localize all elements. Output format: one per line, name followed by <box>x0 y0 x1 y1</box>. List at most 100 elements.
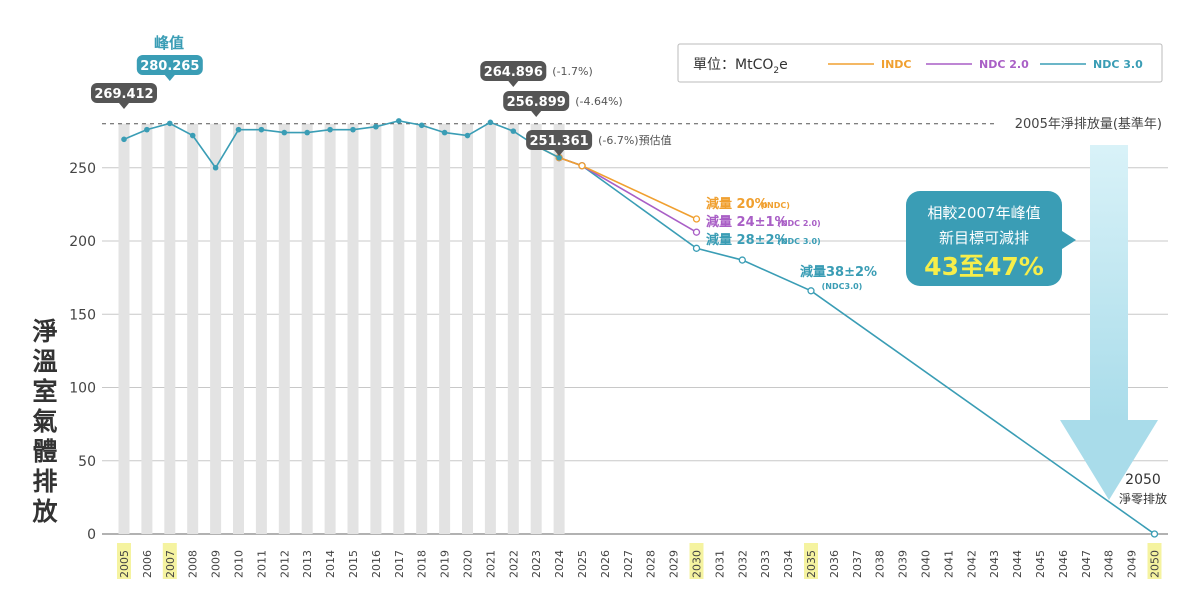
historical-point-2024 <box>556 154 562 161</box>
historical-point-2019 <box>441 129 448 136</box>
summary-line1: 相較2007年峰值 <box>927 204 1040 222</box>
summary-line2: 新目標可減排 <box>939 229 1029 247</box>
x-tick-2038: 2038 <box>874 550 887 578</box>
callout-pointer-2022 <box>508 81 519 87</box>
legend: 單位：MtCO2e INDC NDC 2.0 NDC 3.0 <box>677 43 1163 83</box>
bar-2016 <box>370 123 382 535</box>
series-ndc20-line <box>558 156 697 233</box>
bar-2021 <box>484 123 496 535</box>
x-tick-2049: 2049 <box>1126 550 1139 578</box>
target-label-2: 減量 24±1%(NDC 2.0) <box>706 214 821 230</box>
target-label-4: 減量38±2% (NDC3.0) <box>800 264 877 291</box>
y-axis-title-char-3: 室 <box>32 377 57 406</box>
bar-2019 <box>439 123 451 535</box>
x-tick-2019: 2019 <box>439 550 452 578</box>
historical-bars <box>118 123 565 535</box>
bar-2011 <box>255 123 267 535</box>
x-tick-2045: 2045 <box>1034 550 1047 578</box>
baseline-label: 2005年淨排放量(基準年) <box>1015 116 1162 132</box>
callout-pointer-2007 <box>164 75 175 81</box>
historical-point-2006 <box>144 126 150 133</box>
x-tick-2041: 2041 <box>942 550 955 578</box>
callout-note-2022: (-1.7%) <box>552 65 593 78</box>
x-tick-2040: 2040 <box>920 550 933 578</box>
arrow-head <box>1060 420 1158 500</box>
x-tick-2008: 2008 <box>187 550 200 578</box>
x-tick-2039: 2039 <box>897 550 910 578</box>
bar-2010 <box>233 123 244 535</box>
x-tick-2029: 2029 <box>668 550 681 578</box>
callout-2007: 280.265 <box>136 55 203 81</box>
x-tick-2028: 2028 <box>645 550 658 578</box>
bar-2022 <box>507 123 519 535</box>
series-ndc30-point-2050 <box>1150 530 1159 538</box>
callout-bg-2005 <box>91 83 157 103</box>
historical-point-2016 <box>373 123 379 130</box>
series-ndc30-line <box>558 156 1155 535</box>
x-tick-2026: 2026 <box>599 550 612 578</box>
summary-box-bg <box>906 191 1062 286</box>
x-tick-2007: 2007 <box>164 550 177 578</box>
series-lines <box>121 118 1159 538</box>
bar-2015 <box>347 123 359 535</box>
historical-point-2009 <box>212 164 219 171</box>
historical-line <box>123 120 560 170</box>
x-tick-highlight-2007 <box>162 543 177 579</box>
historical-point-2008 <box>189 132 196 139</box>
x-tick-2023: 2023 <box>530 550 543 578</box>
callout-bg-2022 <box>480 61 547 81</box>
x-tick-2036: 2036 <box>828 550 841 578</box>
historical-point-2021 <box>487 119 494 126</box>
bar-2023 <box>530 123 542 535</box>
series-ndc30-point-2030 <box>692 244 701 252</box>
historical-point-2022 <box>510 128 517 134</box>
x-tick-2015: 2015 <box>347 550 360 578</box>
bar-2007 <box>164 123 176 535</box>
callout-value-2007: 280.265 <box>140 59 199 74</box>
series-ndc30-point-2032 <box>738 256 746 264</box>
bar-2020 <box>462 123 473 535</box>
x-tick-2013: 2013 <box>301 550 314 578</box>
y-tick-0: 0 <box>87 527 96 543</box>
x-tick-2022: 2022 <box>507 550 520 578</box>
value-callouts: 269.412 280.265 264.896 (-1.7%) 256.899 (-4.6… <box>91 55 672 156</box>
y-axis-title-char-6: 排 <box>32 467 57 496</box>
x-tick-2011: 2011 <box>255 550 268 578</box>
legend-items: INDC NDC 2.0 NDC 3.0 <box>828 58 1143 71</box>
bar-2006 <box>141 123 153 535</box>
target-text-1: 減量 20% <box>706 196 768 212</box>
x-tick-2025: 2025 <box>576 550 589 578</box>
historical-point-2007 <box>167 120 173 127</box>
x-axis-ticks: 2005 2006 2007 2008 2009 2010 2011 2012 2013 2014… <box>117 543 1162 579</box>
callout-2024: 251.361 (-6.7%)預估值 <box>526 130 672 156</box>
x-tick-highlight-2050 <box>1147 543 1162 579</box>
callout-value-2022: 264.896 <box>484 65 543 80</box>
x-tick-2048: 2048 <box>1103 550 1116 578</box>
target-label-3: 減量 28±2%(NDC 3.0) <box>706 232 821 248</box>
reduction-arrow <box>1060 145 1158 500</box>
historical-point-2011 <box>258 126 265 133</box>
callout-value-2023: 256.899 <box>507 95 566 110</box>
x-tick-2027: 2027 <box>622 550 635 578</box>
y-axis-title-char-2: 溫 <box>32 347 57 376</box>
target-small-4: (NDC3.0) <box>822 282 863 291</box>
callout-bg-2024 <box>526 130 593 150</box>
x-tick-2044: 2044 <box>1011 550 1024 578</box>
x-tick-2024: 2024 <box>553 550 566 578</box>
peak-label: 峰值 <box>154 34 184 52</box>
bar-2013 <box>301 123 313 535</box>
legend-frame <box>677 43 1163 83</box>
historical-point-2014 <box>327 126 333 133</box>
x-tick-2016: 2016 <box>370 550 383 578</box>
historical-point-2018 <box>418 122 425 129</box>
bar-2009 <box>210 123 222 535</box>
target-labels: 減量 20%(INDC)減量 24±1%(NDC 2.0)減量 28±2%(ND… <box>706 196 877 291</box>
netzero-label: 淨零排放 <box>1119 491 1167 506</box>
x-tick-2035: 2035 <box>805 550 818 578</box>
y-tick-50: 50 <box>78 454 96 470</box>
series-indc-point-2030 <box>692 215 701 223</box>
historical-point-2012 <box>281 129 288 136</box>
y-axis-title-char-4: 氣 <box>32 407 57 436</box>
x-tick-2032: 2032 <box>736 550 749 578</box>
historical-point-2010 <box>235 126 242 133</box>
